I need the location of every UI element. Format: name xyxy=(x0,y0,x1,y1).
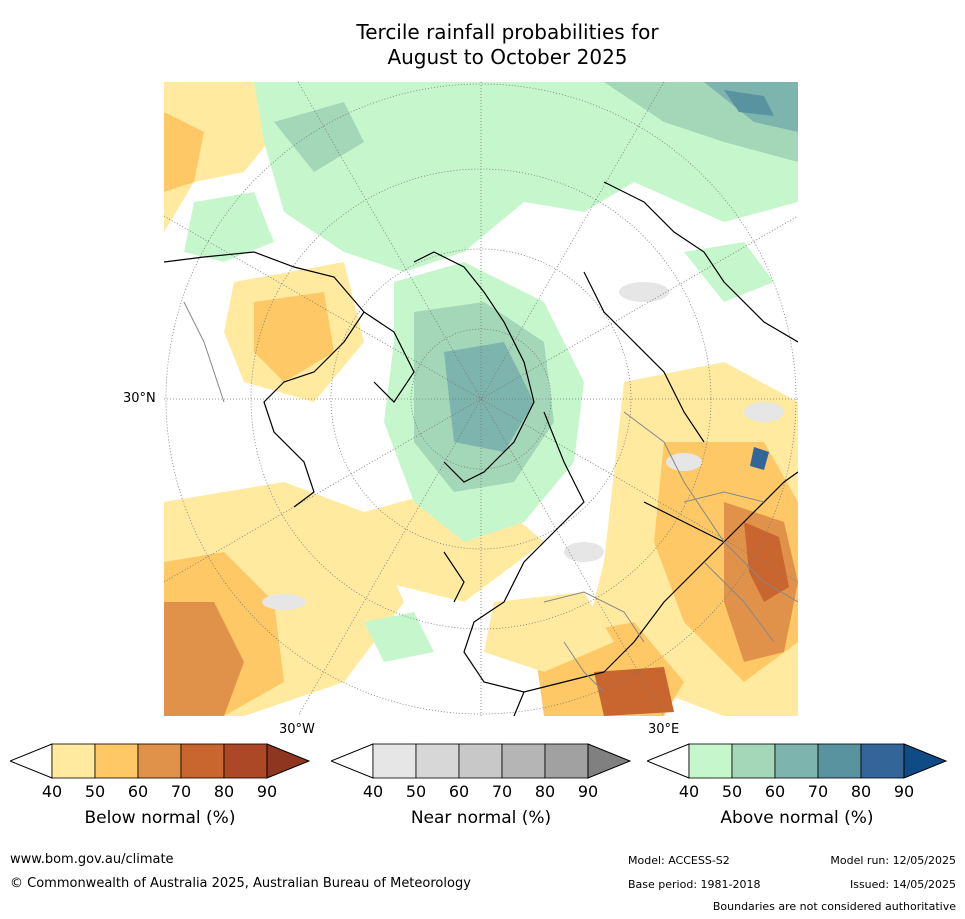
colorbar-cell xyxy=(688,743,733,779)
colorbar-high-extend xyxy=(903,743,947,779)
colorbar-tick-label: 70 xyxy=(807,782,829,801)
graticule xyxy=(164,82,798,716)
colorbar-tick-label: 40 xyxy=(678,782,700,801)
colorbar-tick-label: 50 xyxy=(721,782,743,801)
title-line-1: Tercile rainfall probabilities for xyxy=(356,20,659,44)
footer-url: www.bom.gov.au/climate xyxy=(10,852,174,867)
colorbar-high-extend xyxy=(587,743,631,779)
above-normal-regions xyxy=(184,82,798,662)
colorbar-low-extend xyxy=(10,743,53,779)
colorbar-cell xyxy=(180,743,225,779)
colorbar-cell xyxy=(501,743,546,779)
lat-30n-label: 30°N xyxy=(123,391,156,406)
footer-issued: Issued: 14/05/2025 xyxy=(849,878,956,891)
colorbar-below-normal: 40 50 60 70 80 90 Below normal (%) xyxy=(10,742,310,842)
colorbar-near-normal: 40 50 60 70 80 90 Near normal (%) xyxy=(331,742,631,842)
colorbar-tick-label: 50 xyxy=(405,782,427,801)
colorbar-tick-label: 50 xyxy=(84,782,106,801)
footer-base-period: Base period: 1981-2018 xyxy=(628,878,761,891)
footer-disclaimer: Boundaries are not considered authoritat… xyxy=(712,900,956,913)
colorbar-near-normal-ticks: 40 50 60 70 80 90 xyxy=(331,782,631,802)
colorbar-high-extend xyxy=(266,743,310,779)
footer-model-run: Model run: 12/05/2025 xyxy=(830,854,956,867)
country-borders xyxy=(183,301,798,693)
map-canvas xyxy=(164,82,798,716)
colorbar-tick-label: 70 xyxy=(491,782,513,801)
colorbar-tick-label: 70 xyxy=(170,782,192,801)
colorbar-cell xyxy=(774,743,819,779)
colorbar-cell xyxy=(51,743,96,779)
colorbar-cell xyxy=(458,743,503,779)
chart-title: Tercile rainfall probabilities for Augus… xyxy=(0,20,965,70)
colorbar-cell xyxy=(731,743,776,779)
colorbar-tick-label: 40 xyxy=(362,782,384,801)
colorbar-tick-label: 90 xyxy=(893,782,915,801)
colorbar-tick-label: 60 xyxy=(127,782,149,801)
footer-copyright: © Commonwealth of Australia 2025, Austra… xyxy=(10,876,471,891)
colorbar-low-extend xyxy=(647,743,690,779)
colorbar-tick-label: 90 xyxy=(577,782,599,801)
colorbar-above-normal-scale xyxy=(647,743,947,779)
colorbar-below-normal-label: Below normal (%) xyxy=(84,808,236,828)
colorbar-tick-label: 60 xyxy=(764,782,786,801)
colorbar-above-normal: 40 50 60 70 80 90 Above normal (%) xyxy=(647,742,947,842)
title-line-2: August to October 2025 xyxy=(387,45,628,69)
colorbar-cell xyxy=(817,743,862,779)
polar-map xyxy=(164,82,798,716)
lon-30e-label: 30°E xyxy=(648,722,680,737)
colorbar-below-normal-ticks: 40 50 60 70 80 90 xyxy=(10,782,310,802)
colorbar-near-normal-scale xyxy=(331,743,631,779)
colorbar-cell xyxy=(860,743,905,779)
colorbar-below-normal-scale xyxy=(10,743,310,779)
colorbar-tick-label: 80 xyxy=(850,782,872,801)
colorbar-cell xyxy=(415,743,460,779)
colorbar-cell xyxy=(372,743,417,779)
colorbar-above-normal-label: Above normal (%) xyxy=(720,808,874,828)
colorbar-cell xyxy=(94,743,139,779)
colorbar-cell xyxy=(223,743,268,779)
colorbar-cell xyxy=(137,743,182,779)
colorbar-tick-label: 80 xyxy=(213,782,235,801)
colorbar-low-extend xyxy=(331,743,374,779)
colorbar-tick-label: 60 xyxy=(448,782,470,801)
colorbar-near-normal-label: Near normal (%) xyxy=(410,808,552,828)
footer-model: Model: ACCESS-S2 xyxy=(628,854,730,867)
colorbar-above-normal-ticks: 40 50 60 70 80 90 xyxy=(647,782,947,802)
coastlines xyxy=(164,181,798,716)
lon-30w-label: 30°W xyxy=(279,722,315,737)
colorbar-tick-label: 80 xyxy=(534,782,556,801)
colorbar-tick-label: 90 xyxy=(256,782,278,801)
colorbar-cell xyxy=(544,743,589,779)
colorbar-tick-label: 40 xyxy=(41,782,63,801)
below-normal-regions xyxy=(164,82,798,716)
